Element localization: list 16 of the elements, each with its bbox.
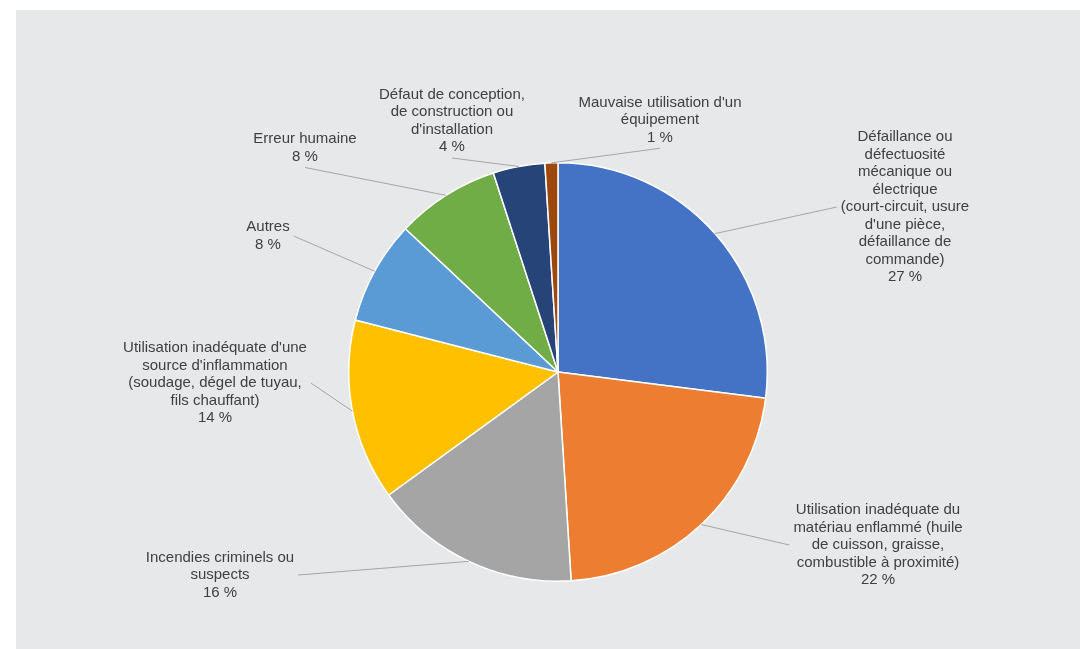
slice-label: Utilisation inadéquate du matériau enflammé (huile de cuisson, graisse, combustible à proximité) bbox=[793, 500, 963, 570]
slice-label: Incendies criminels ou suspects bbox=[145, 547, 295, 583]
data-label: 1 % bbox=[647, 127, 673, 145]
data-label: 4 % bbox=[439, 137, 465, 155]
data-label: 22 % bbox=[860, 570, 896, 588]
data-label: 8 % bbox=[292, 146, 318, 164]
data-label: 8 % bbox=[255, 234, 281, 252]
slice-label: Défaillance ou défectuosité mécanique ou électrique (court-circuit, usure d'une pièce, défaillance de commande) bbox=[840, 127, 970, 267]
slice-label: Autres bbox=[246, 217, 290, 235]
slice-label: Utilisation inadéquate d'une source d'inflammation (soudage, dégel de tuyau, fils chauffant) bbox=[123, 338, 307, 408]
slice-label: Mauvaise utilisation d'un équipement bbox=[578, 92, 742, 128]
slice-label: Défaut de conception, de construction ou d'installation bbox=[379, 84, 525, 137]
data-label: 27 % bbox=[887, 267, 923, 285]
data-label: 14 % bbox=[197, 408, 233, 426]
slice-label: Erreur humaine bbox=[253, 129, 357, 147]
data-label: 16 % bbox=[202, 582, 238, 600]
